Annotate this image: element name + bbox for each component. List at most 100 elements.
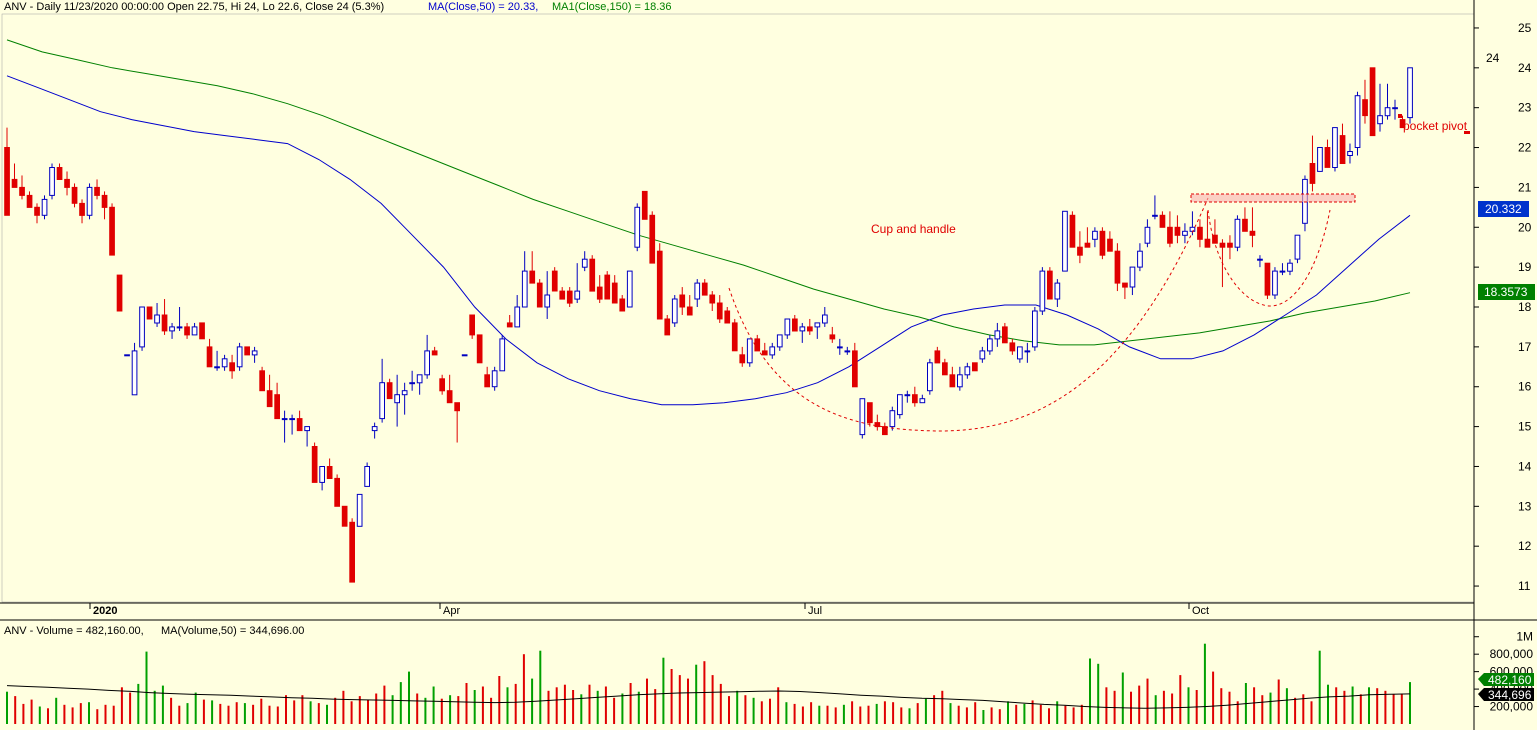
- volume-bar: [473, 690, 476, 724]
- volume-bar: [1384, 690, 1387, 724]
- volume-bar: [908, 708, 911, 724]
- candle-down: [912, 394, 918, 404]
- volume-bar: [572, 690, 575, 724]
- volume-bar: [1097, 663, 1100, 724]
- candle-up: [221, 358, 228, 368]
- volume-bar: [760, 701, 763, 724]
- volume-badge-value: 482,160: [1488, 673, 1532, 687]
- volume-bar: [1335, 687, 1338, 724]
- candle-down: [199, 322, 205, 340]
- candle-up: [919, 398, 926, 404]
- volume-bar: [1359, 694, 1362, 724]
- candle-down: [604, 274, 611, 300]
- pivot-arrow: [1464, 131, 1470, 134]
- candle-up: [521, 270, 528, 308]
- candle-down: [116, 274, 123, 312]
- candle-up: [1144, 226, 1151, 244]
- volume-bar: [490, 697, 493, 724]
- volume-bar: [334, 697, 337, 724]
- last-price-label: 24: [1486, 51, 1500, 65]
- price-tick-label: 16: [1518, 380, 1532, 394]
- volume-bar: [268, 705, 271, 724]
- volume-bar: [588, 684, 591, 724]
- volume-bar: [1212, 671, 1215, 724]
- ma50-legend: MA(Close,50) = 20.33,: [428, 1, 538, 13]
- volume-bar: [711, 675, 714, 724]
- candle-down: [1009, 342, 1016, 352]
- volume-bar: [317, 703, 320, 724]
- price-panel: Cup and handle pocket pivot: [1, 13, 1475, 603]
- volume-bar: [695, 664, 698, 724]
- candle-down: [1114, 250, 1121, 284]
- candle-down: [1264, 262, 1271, 296]
- volume-bar: [916, 703, 919, 724]
- volume-bar: [449, 695, 452, 724]
- candle-down: [529, 270, 536, 284]
- candle-down: [1107, 238, 1113, 252]
- candle-up: [1407, 67, 1413, 119]
- volume-bar: [1294, 697, 1297, 724]
- candle-down: [882, 426, 888, 436]
- candle-up: [1377, 115, 1383, 125]
- candle-down: [71, 186, 78, 204]
- candle-up: [859, 398, 866, 436]
- volume-bar: [834, 707, 837, 724]
- volume-bar: [79, 703, 82, 724]
- candle-down: [1399, 119, 1406, 129]
- ma50-line: [6, 75, 1411, 406]
- candle-down: [1204, 238, 1211, 248]
- volume-bar: [826, 705, 829, 724]
- price-tick-label: 25: [1518, 21, 1532, 35]
- price-tick-label: 22: [1518, 141, 1532, 155]
- volume-bar: [769, 698, 771, 724]
- price-tick-label: 11: [1518, 579, 1531, 593]
- volume-bar: [252, 704, 255, 724]
- candle-up: [394, 394, 400, 404]
- volume-bar: [621, 693, 624, 724]
- volume-bar: [383, 685, 386, 724]
- candle-down: [942, 362, 948, 376]
- volume-bar: [522, 654, 525, 724]
- candle-up: [927, 362, 933, 392]
- volume-bar: [1121, 672, 1124, 724]
- ma150-badge: 18.3573: [1478, 284, 1535, 300]
- candle-up: [319, 466, 325, 483]
- volume-bar: [309, 701, 312, 724]
- volume-bar: [580, 694, 583, 724]
- ma50-layer: [6, 75, 1411, 406]
- candle-down: [551, 270, 558, 292]
- volume-bar: [728, 696, 730, 724]
- volume-bar: [71, 707, 74, 724]
- volume-bar: [1146, 678, 1149, 724]
- candle-up: [1152, 214, 1158, 217]
- volume-bar: [900, 707, 903, 724]
- volume-bar: [47, 708, 49, 724]
- volume-bar: [596, 690, 599, 724]
- volume-bar: [875, 703, 878, 724]
- candle-up: [401, 390, 408, 396]
- candle-up: [364, 466, 370, 487]
- volume-bar: [350, 701, 353, 724]
- volume-bar: [604, 686, 607, 724]
- volume-bar: [88, 702, 90, 724]
- volume-bar: [276, 706, 279, 724]
- candle-up: [1039, 270, 1046, 312]
- candle-up: [409, 382, 415, 385]
- volume-ma-badge: 344,696: [1478, 688, 1534, 702]
- volume-bar: [793, 703, 796, 724]
- candle-down: [934, 350, 941, 364]
- candle-up: [1272, 270, 1278, 296]
- candle-down: [701, 282, 708, 296]
- volume-bar: [170, 697, 173, 724]
- ma150-badge-value: 18.3573: [1484, 285, 1528, 299]
- volume-bar: [1285, 688, 1288, 724]
- volume-bar: [1253, 687, 1256, 724]
- volume-bar: [662, 657, 665, 724]
- volume-title: ANV - Volume = 482,160.00,: [4, 625, 144, 637]
- volume-bar: [1277, 679, 1280, 724]
- candle-down: [386, 382, 393, 400]
- candle-down: [536, 282, 543, 308]
- candle-up: [1189, 226, 1196, 232]
- candle-down: [1249, 230, 1256, 236]
- resistance-zone: [1190, 193, 1356, 203]
